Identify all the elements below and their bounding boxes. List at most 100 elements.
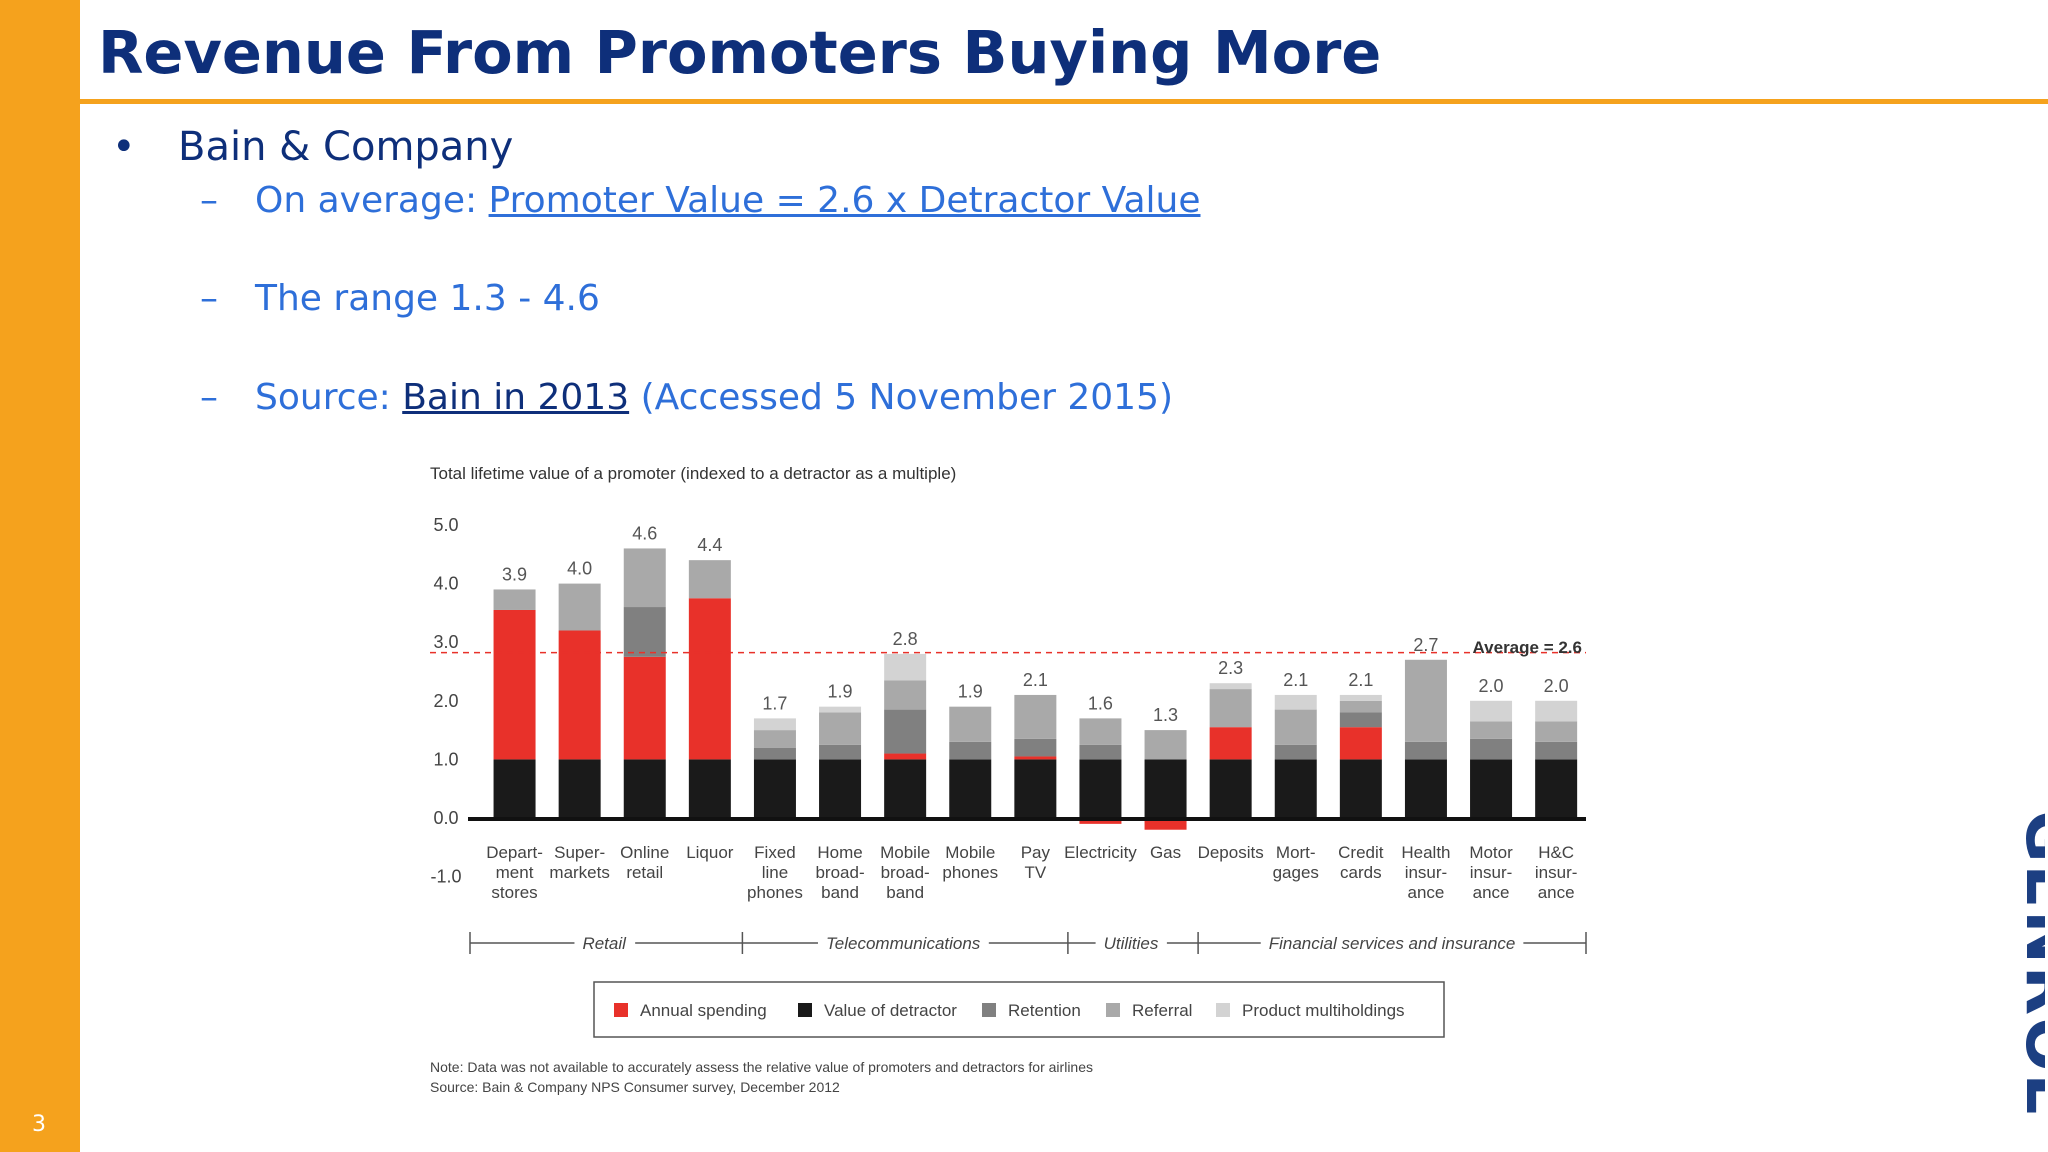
- bar-segment-product-multiholdings: [1209, 683, 1252, 690]
- bar-segment-annual-spending: [1209, 727, 1252, 760]
- category-label: retail: [626, 863, 663, 882]
- legend-swatch: [798, 1003, 812, 1017]
- bar-segment-referral: [1209, 689, 1252, 728]
- category-label: insur-: [1405, 863, 1448, 882]
- bar-total-label: 2.0: [1544, 676, 1569, 696]
- y-tick-label: 2.0: [433, 691, 458, 711]
- bar-segment-referral: [1274, 709, 1317, 745]
- y-tick-label: 4.0: [433, 574, 458, 594]
- chart-figure: Total lifetime value of a promoter (inde…: [418, 462, 1600, 1102]
- category-label: Mobile: [945, 843, 995, 862]
- bar-segment-retention: [884, 709, 927, 754]
- bar-total-label: 2.7: [1413, 635, 1438, 655]
- bar-segment-retention: [1470, 738, 1513, 760]
- group-label: Financial services and insurance: [1269, 934, 1516, 953]
- group-label-background: [1260, 934, 1524, 953]
- sub-bullet-source: – Source: Bain in 2013 (Accessed 5 Novemb…: [200, 377, 1173, 418]
- y-tick-label: 5.0: [433, 515, 458, 535]
- average-label: Average = 2.6: [1473, 638, 1582, 657]
- category-label: Credit: [1338, 843, 1384, 862]
- bullet-bain: • Bain & Company: [112, 124, 513, 170]
- category-label: band: [886, 883, 924, 902]
- y-tick-label: 3.0: [433, 632, 458, 652]
- group-label: Retail: [582, 934, 627, 953]
- dash-marker: –: [200, 180, 218, 221]
- legend-swatch: [614, 1003, 628, 1017]
- bar-total-label: 1.7: [762, 693, 787, 713]
- dash-marker: –: [200, 278, 218, 319]
- category-label: ance: [1538, 883, 1575, 902]
- logo-text: GENROE: [2011, 810, 2045, 1119]
- bar-segment-product-multiholdings: [1535, 700, 1578, 722]
- category-label: Motor: [1469, 843, 1513, 862]
- average-prefix: On average:: [255, 180, 489, 221]
- category-label: Electricity: [1064, 843, 1137, 862]
- title-divider: [80, 99, 2048, 104]
- bar-total-label: 3.9: [502, 564, 527, 584]
- bar-segment-value-of-detractor: [493, 759, 536, 818]
- bar-segment-referral: [1339, 700, 1382, 713]
- legend-box: [593, 981, 1445, 1038]
- bar-total-label: 2.1: [1023, 670, 1048, 690]
- bar-segment-retention: [949, 741, 992, 760]
- bar-segment-product-multiholdings: [884, 653, 927, 681]
- y-tick-label: 0.0: [433, 808, 458, 828]
- bar-total-label: 1.9: [828, 682, 853, 702]
- category-label: Mort-: [1276, 843, 1316, 862]
- group-label: Telecommunications: [826, 934, 981, 953]
- bar-total-label: 2.0: [1479, 676, 1504, 696]
- promoter-value-link[interactable]: Promoter Value = 2.6 x Detractor Value: [488, 180, 1201, 221]
- bar-total-label: 1.9: [958, 682, 983, 702]
- bar-segment-value-of-detractor: [1339, 759, 1382, 818]
- bar-total-label: 2.1: [1348, 670, 1373, 690]
- bar-total-label: 1.6: [1088, 693, 1113, 713]
- bar-segment-referral: [1014, 694, 1057, 739]
- y-tick-label: -1.0: [430, 867, 461, 887]
- category-label: Online: [620, 843, 669, 862]
- bar-segment-value-of-detractor: [558, 759, 601, 818]
- bar-total-label: 2.1: [1283, 670, 1308, 690]
- bar-total-label: 2.8: [893, 629, 918, 649]
- bar-segment-referral: [1535, 721, 1578, 742]
- category-label: markets: [549, 863, 609, 882]
- sub-bullet-range: – The range 1.3 - 4.6: [200, 278, 600, 319]
- source-suffix: (Accessed 5 November 2015): [629, 377, 1174, 418]
- bar-segment-referral: [884, 680, 927, 710]
- legend-label: Value of detractor: [824, 1001, 957, 1020]
- y-tick-label: 1.0: [433, 749, 458, 769]
- category-label: Pay: [1021, 843, 1051, 862]
- bullet-text: Bain & Company: [178, 124, 514, 170]
- legend-label: Product multiholdings: [1242, 1001, 1405, 1020]
- bar-segment-product-multiholdings: [1339, 694, 1382, 701]
- group-label-background: [1095, 934, 1167, 953]
- bar-segment-retention: [819, 744, 862, 760]
- bar-segment-value-of-detractor: [1209, 759, 1252, 818]
- bar-segment-referral: [558, 583, 601, 631]
- bar-segment-retention: [753, 747, 796, 760]
- category-label: broad-: [881, 863, 930, 882]
- category-label: ment: [496, 863, 534, 882]
- chart-note: Note: Data was not available to accurate…: [430, 1059, 1093, 1075]
- category-label: Health: [1401, 843, 1450, 862]
- legend-label: Referral: [1132, 1001, 1192, 1020]
- bar-segment-value-of-detractor: [1144, 759, 1187, 818]
- bar-segment-referral: [753, 730, 796, 748]
- category-label: Deposits: [1198, 843, 1264, 862]
- range-text: The range 1.3 - 4.6: [255, 278, 600, 319]
- bain-2013-link[interactable]: Bain in 2013: [402, 377, 630, 418]
- category-label: insur-: [1535, 863, 1578, 882]
- category-label: Depart-: [486, 843, 543, 862]
- category-label: broad-: [815, 863, 864, 882]
- bar-segment-product-multiholdings: [1274, 694, 1317, 710]
- bar-segment-annual-spending: [1144, 818, 1187, 830]
- bar-total-label: 4.4: [697, 535, 722, 555]
- dash-marker: –: [200, 377, 218, 418]
- bar-segment-annual-spending: [884, 753, 927, 760]
- category-label: band: [821, 883, 859, 902]
- category-label: Liquor: [686, 843, 734, 862]
- legend-swatch: [982, 1003, 996, 1017]
- page-number: 3: [32, 1112, 46, 1137]
- category-label: TV: [1024, 863, 1046, 882]
- bar-segment-retention: [1079, 744, 1122, 760]
- bar-segment-referral: [1079, 718, 1122, 745]
